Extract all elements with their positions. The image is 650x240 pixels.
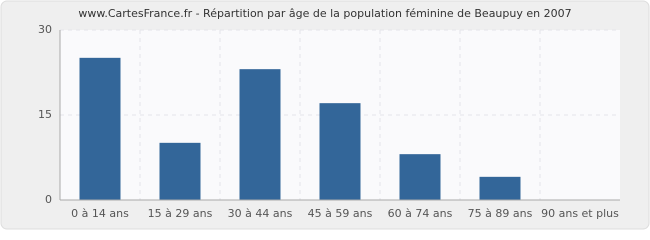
bar [319,103,361,201]
bar [159,142,201,201]
x-tick-label: 30 à 44 ans [228,207,293,220]
y-tick-label: 30 [38,23,52,36]
bar [79,57,121,201]
bar [479,176,521,201]
bar [239,69,281,201]
x-tick-label: 0 à 14 ans [71,207,129,220]
chart: www.CartesFrance.fr - Répartition par âg… [0,0,650,230]
x-tick-label: 15 à 29 ans [148,207,213,220]
bar [399,154,441,201]
chart-title: www.CartesFrance.fr - Répartition par âg… [78,7,571,20]
x-tick-label: 75 à 89 ans [468,207,533,220]
y-tick-label: 15 [38,108,52,121]
y-tick-label: 0 [45,193,52,206]
x-tick-label: 45 à 59 ans [308,207,373,220]
x-tick-label: 90 ans et plus [541,207,619,220]
x-tick-label: 60 à 74 ans [388,207,453,220]
